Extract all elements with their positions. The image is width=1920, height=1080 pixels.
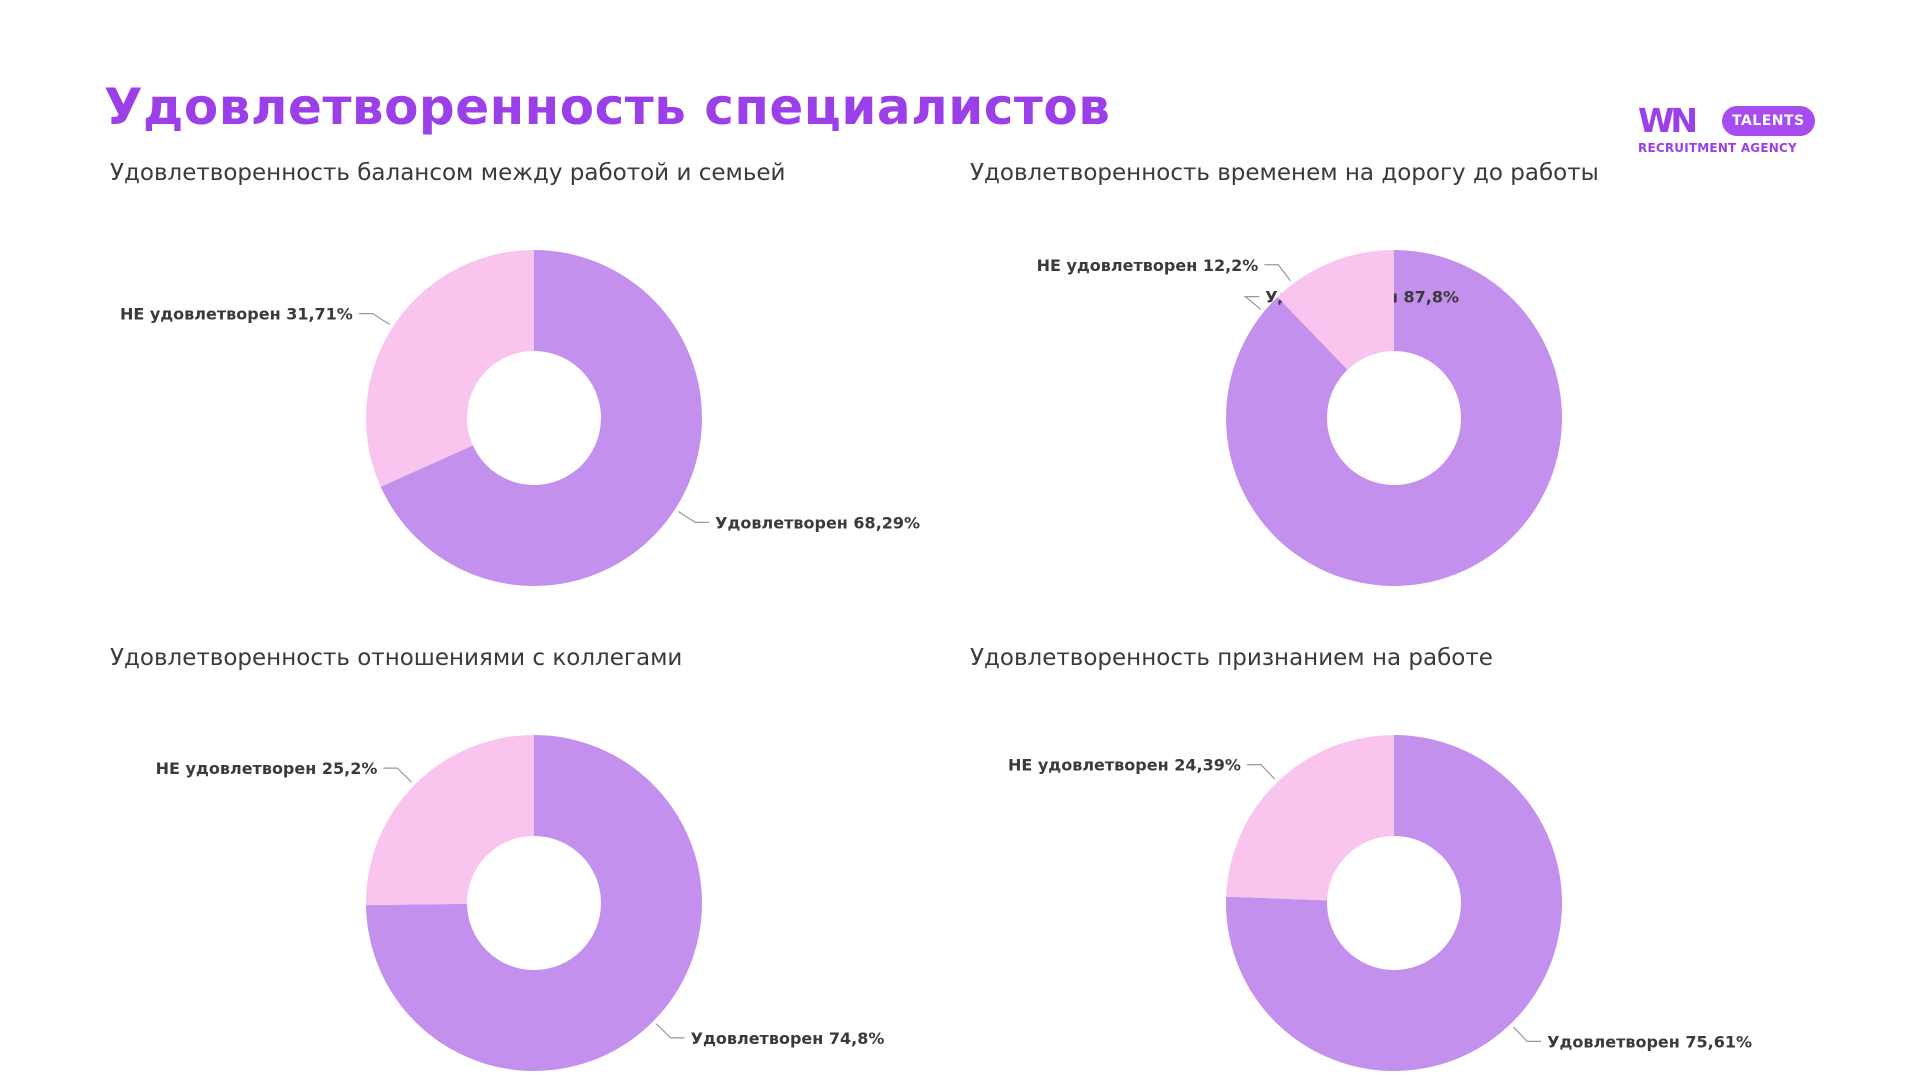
leader-line — [358, 313, 390, 326]
page-title: Удовлетворенность специалистов — [104, 78, 1111, 136]
donut-slice — [365, 250, 534, 487]
chart-panel-work-family-balance: Удовлетворенность балансом между работой… — [104, 160, 964, 640]
leader-line — [1264, 264, 1291, 282]
donut-chart: Удовлетворен 68,29% НЕ удовлетворен 31,71… — [120, 250, 920, 586]
donut-slice — [1226, 735, 1562, 1071]
logo-mark: WN — [1638, 101, 1698, 140]
donut-slice — [1277, 250, 1394, 370]
slice-label: Удовлетворен 68,29% — [715, 513, 920, 532]
donut-slice — [1226, 250, 1562, 586]
donut-slice — [366, 735, 702, 1071]
logo-pill: TALENTS — [1722, 106, 1815, 136]
donut-slice — [380, 250, 703, 586]
donut-slice — [1226, 735, 1394, 901]
slice-label: НЕ удовлетворен 12,2% — [1037, 256, 1259, 275]
leader-line — [1512, 1026, 1542, 1042]
leader-line — [1243, 296, 1262, 310]
chart-title: Удовлетворенность балансом между работой… — [110, 160, 786, 186]
leader-line — [678, 510, 710, 523]
chart-panel-commute-time: Удовлетворенность временем на дорогу до … — [964, 160, 1824, 640]
logo-subtitle: RECRUITMENT AGENCY — [1638, 141, 1797, 155]
donut-slice — [366, 735, 534, 906]
chart-title: Удовлетворенность признанием на работе — [970, 645, 1493, 671]
slice-label: НЕ удовлетворен 31,71% — [120, 305, 353, 324]
donut-chart: Удовлетворен 74,8% НЕ удовлетворен 25,2% — [156, 735, 885, 1071]
slice-label: НЕ удовлетворен 25,2% — [156, 759, 378, 778]
leader-line — [1246, 764, 1276, 780]
chart-panel-recognition: Удовлетворенность признанием на работе У… — [964, 645, 1824, 1080]
slice-label: Удовлетворен 74,8% — [691, 1029, 885, 1048]
chart-title: Удовлетворенность временем на дорогу до … — [970, 160, 1599, 186]
leader-line — [655, 1023, 685, 1039]
donut-chart: Удовлетворен 75,61% НЕ удовлетворен 24,39… — [1008, 735, 1752, 1071]
leader-line — [383, 767, 413, 783]
slice-label: НЕ удовлетворен 24,39% — [1008, 756, 1241, 775]
donut-chart: Удовлетворен 87,8%НЕ удовлетворен 12,2% — [1037, 250, 1562, 586]
chart-panel-colleague-relations: Удовлетворенность отношениями с коллегам… — [104, 645, 964, 1080]
slice-label: Удовлетворен 75,61% — [1547, 1032, 1752, 1051]
company-logo: WN TALENTS RECRUITMENT AGENCY — [1638, 103, 1828, 159]
chart-title: Удовлетворенность отношениями с коллегам… — [110, 645, 683, 671]
